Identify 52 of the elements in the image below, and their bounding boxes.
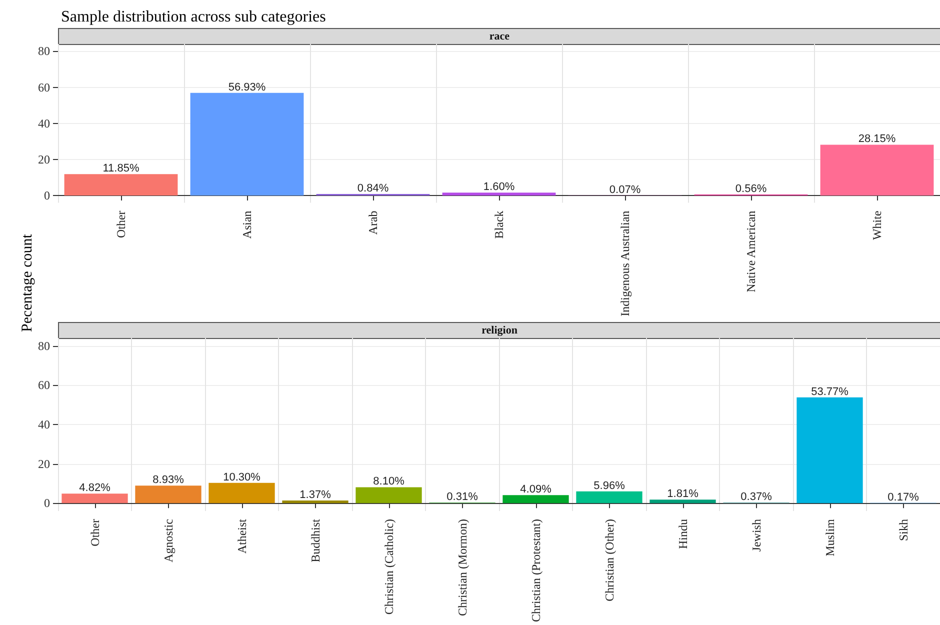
x-tick-label: Indigenous Australian <box>618 210 632 316</box>
x-tick-label: Agnostic <box>161 519 176 562</box>
x-tick-label: Sikh <box>896 519 910 542</box>
y-tick-label: 80 <box>38 44 50 58</box>
data-label: 0.56% <box>735 182 767 195</box>
x-tick-label: Other <box>114 210 128 238</box>
data-label: 11.85% <box>102 162 140 175</box>
x-tick-label: Asian <box>240 210 254 239</box>
chart-subtitle: religion <box>482 324 518 336</box>
data-label: 0.31% <box>446 491 478 504</box>
x-tick-label: Native American <box>744 210 758 292</box>
y-tick-label: 0 <box>44 188 50 202</box>
x-tick-label: White <box>870 210 884 240</box>
x-tick-label: Christian (Other) <box>602 519 616 602</box>
x-tick-label: Jewish <box>749 519 764 552</box>
data-label: 0.84% <box>357 182 389 194</box>
x-tick-label: Buddhist <box>308 518 322 562</box>
x-tick-label: Christian (Catholic) <box>382 519 396 615</box>
y-tick-label: 60 <box>38 378 50 392</box>
data-label: 1.81% <box>667 488 699 500</box>
data-label: 5.96% <box>594 480 626 492</box>
x-tick-label: Christian (Protestant) <box>528 519 543 622</box>
data-label: 0.37% <box>740 490 772 503</box>
x-tick-label: Atheist <box>234 518 249 554</box>
data-label: 8.10% <box>373 476 405 488</box>
data-label: 28.15% <box>858 133 896 146</box>
x-tick-label: Black <box>492 210 506 239</box>
y-axis-title: Pecentage count <box>20 234 36 332</box>
y-tick-label: 80 <box>38 338 50 353</box>
x-tick-label: Muslim <box>822 518 837 556</box>
data-label: 56.93% <box>228 81 266 94</box>
data-label: 8.93% <box>152 474 184 486</box>
data-label: 0.07% <box>609 184 641 196</box>
y-tick-label: 0 <box>44 496 50 510</box>
x-tick-label: Other <box>88 519 102 546</box>
y-tick-label: 40 <box>38 116 50 130</box>
y-tick-label: 20 <box>38 152 50 166</box>
data-label: 53.77% <box>811 386 849 398</box>
y-tick-label: 40 <box>38 418 50 432</box>
chart-subtitle: race <box>489 30 510 42</box>
x-tick-label: Arab <box>366 210 380 235</box>
data-label: 1.60% <box>483 181 515 194</box>
data-label: 10.30% <box>223 471 261 484</box>
data-label: 4.82% <box>79 482 111 494</box>
data-label: 1.37% <box>300 488 332 501</box>
x-tick-label: Christian (Mormon) <box>455 519 470 616</box>
y-tick-label: 60 <box>38 80 50 94</box>
y-tick-label: 20 <box>38 456 50 471</box>
data-label: 4.09% <box>520 484 552 496</box>
data-label: 0.17% <box>888 491 920 504</box>
chart-title: Sample distribution across sub categories <box>61 8 326 26</box>
x-tick-label: Hindu <box>676 519 690 550</box>
